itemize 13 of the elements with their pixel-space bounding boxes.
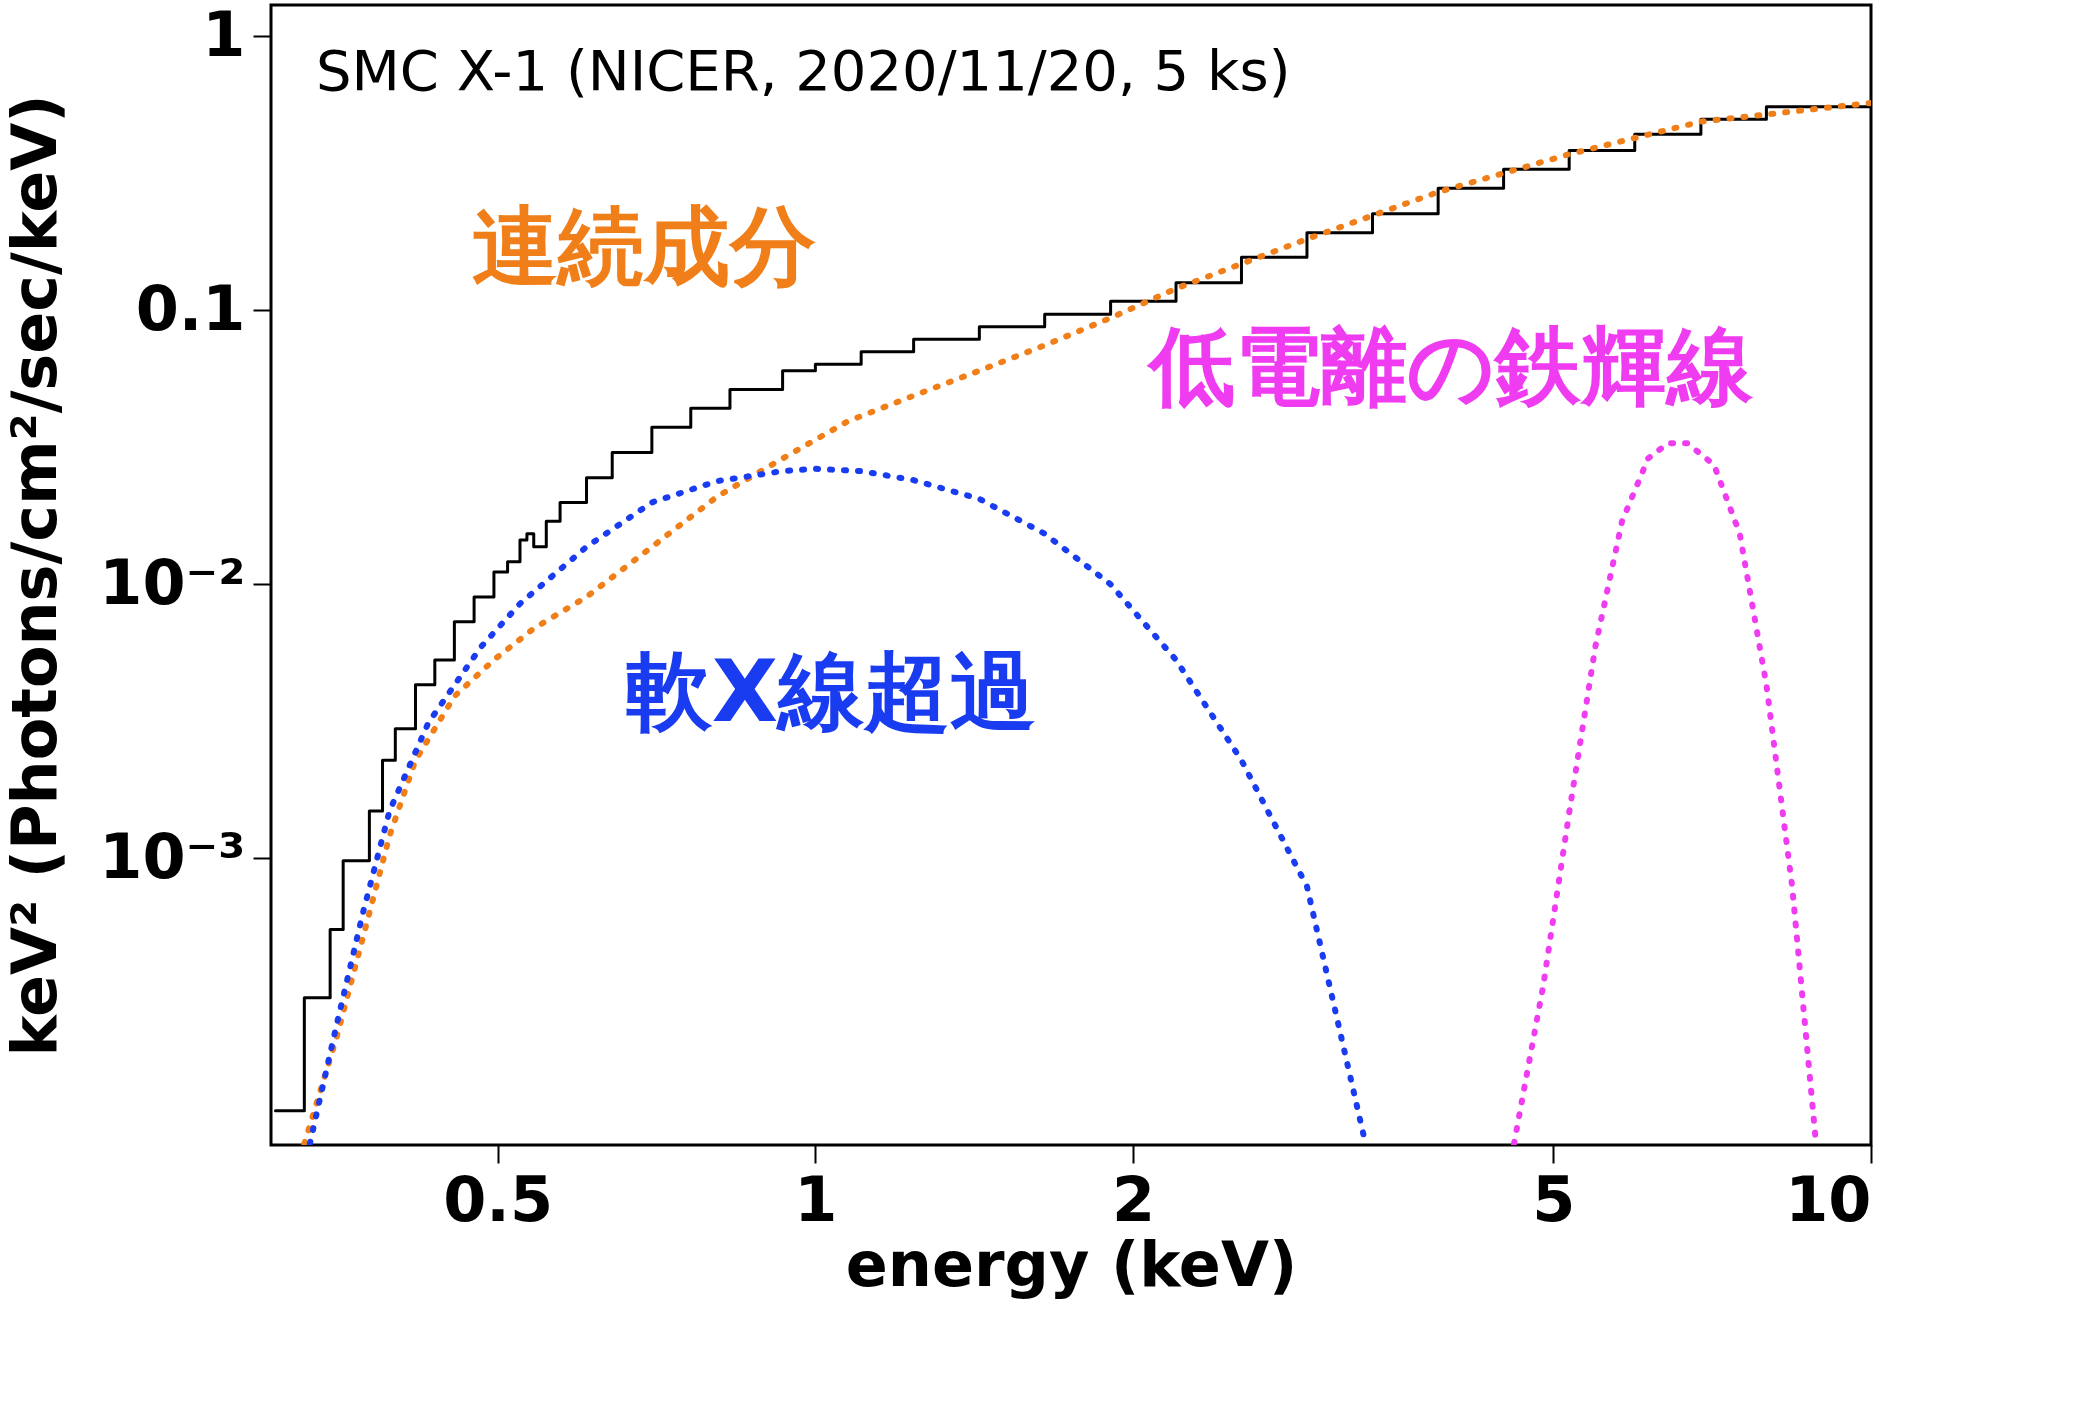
series-label: 低電離の鉄輝線 bbox=[1146, 316, 1754, 416]
x-tick-label: 1 bbox=[794, 1162, 838, 1236]
y-tick-label: 1 bbox=[202, 0, 246, 71]
y-tick-label: 10⁻² bbox=[99, 545, 246, 619]
y-axis-title: keV² (Photons/cm²/sec/keV) bbox=[0, 94, 72, 1057]
text: SMC X-1 (NICER, 2020/11/20, 5 ks) bbox=[316, 38, 1291, 103]
series-label: 軟X線超過 bbox=[625, 641, 1037, 741]
x-tick-label: 10 bbox=[1785, 1162, 1872, 1236]
x-tick-label: 5 bbox=[1532, 1162, 1576, 1236]
y-tick-label: 0.1 bbox=[135, 271, 246, 345]
y-tick-label: 10⁻³ bbox=[99, 819, 246, 893]
series-label: 連続成分 bbox=[472, 196, 816, 296]
x-tick-label: 0.5 bbox=[443, 1162, 554, 1236]
